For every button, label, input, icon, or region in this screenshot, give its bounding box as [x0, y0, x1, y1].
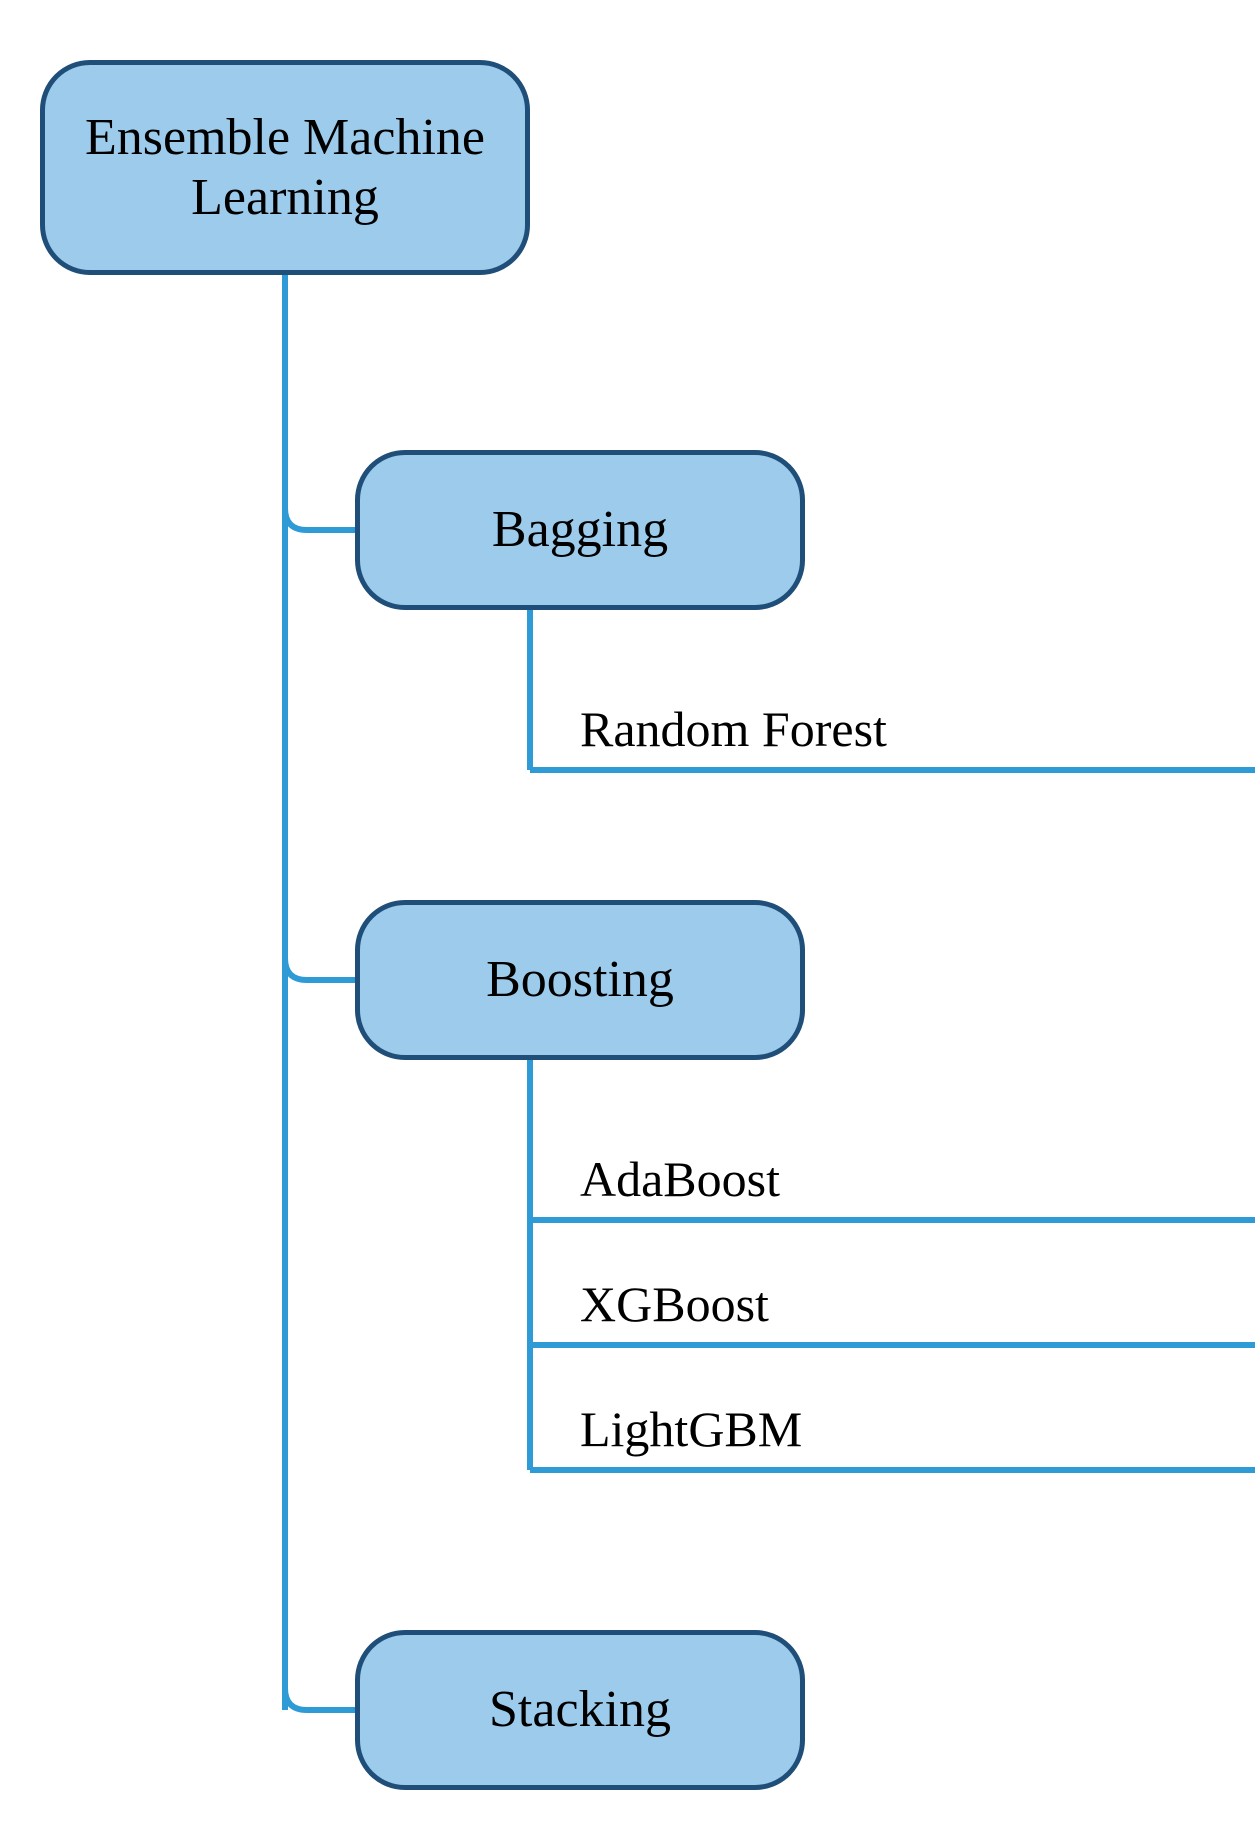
- leaf-lightgbm-label: LightGBM: [580, 1401, 802, 1457]
- node-stacking: Stacking: [355, 1630, 805, 1790]
- node-stacking-label: Stacking: [489, 1680, 671, 1740]
- leaf-xgboost-label: XGBoost: [580, 1276, 769, 1332]
- node-root: Ensemble Machine Learning: [40, 60, 530, 275]
- node-root-label: Ensemble Machine Learning: [65, 108, 505, 228]
- node-bagging: Bagging: [355, 450, 805, 610]
- node-bagging-label: Bagging: [492, 500, 668, 560]
- node-boosting-label: Boosting: [486, 950, 674, 1010]
- leaf-lightgbm: LightGBM: [580, 1400, 802, 1458]
- leaf-adaboost-label: AdaBoost: [580, 1151, 780, 1207]
- leaf-random-forest: Random Forest: [580, 700, 887, 758]
- leaf-adaboost: AdaBoost: [580, 1150, 780, 1208]
- leaf-random-forest-label: Random Forest: [580, 701, 887, 757]
- leaf-xgboost: XGBoost: [580, 1275, 769, 1333]
- node-boosting: Boosting: [355, 900, 805, 1060]
